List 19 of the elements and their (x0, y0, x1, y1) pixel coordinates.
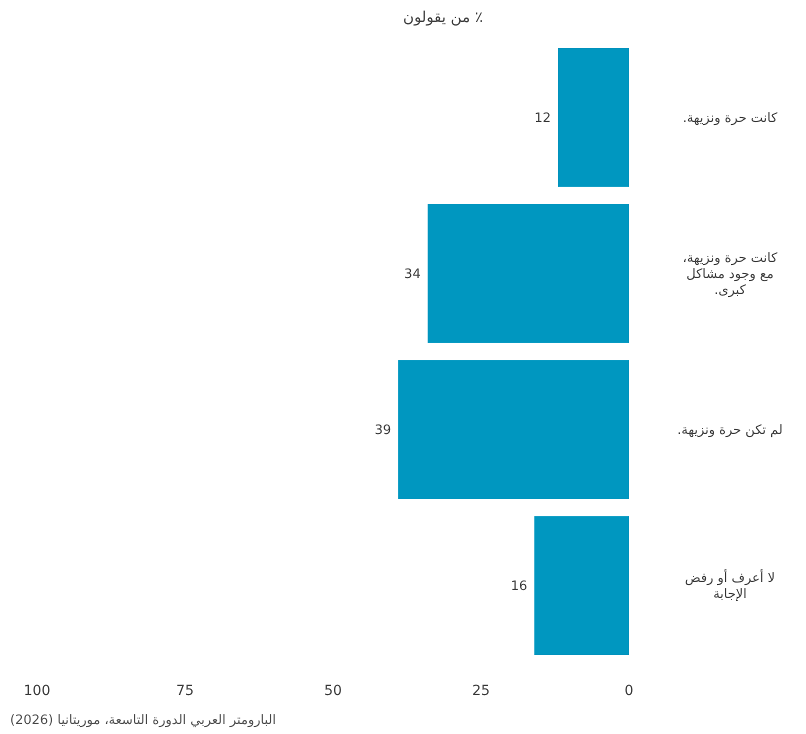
bar (428, 204, 629, 343)
data-label: 39 (374, 423, 392, 438)
data-label: 34 (404, 267, 421, 282)
x-tick-label: 100 (24, 683, 50, 699)
y-tick-label: كانت حرة ونزيهة، مع وجود مشاكل كبرى. (682, 251, 778, 298)
bar (534, 516, 629, 655)
x-tick-label: 75 (176, 683, 194, 699)
x-tick-label: 50 (324, 683, 342, 699)
bar (558, 48, 629, 187)
y-tick-label: لا أعرف أو رفض الإجابة (684, 569, 776, 602)
data-label: 16 (510, 579, 528, 594)
text: البارومتر العربي الدورة التاسعة، موريتانيا (2026) (10, 713, 276, 728)
y-tick-label: كانت حرة ونزيهة. (682, 110, 778, 126)
bar (398, 360, 629, 499)
data-label: 12 (534, 110, 551, 126)
y-tick-label: لم تكن حرة ونزيهة. (677, 423, 783, 438)
x-tick-label: 0 (624, 683, 634, 699)
chart-title: ٪ من يقولون (403, 8, 483, 26)
x-tick-label: 25 (472, 683, 490, 699)
